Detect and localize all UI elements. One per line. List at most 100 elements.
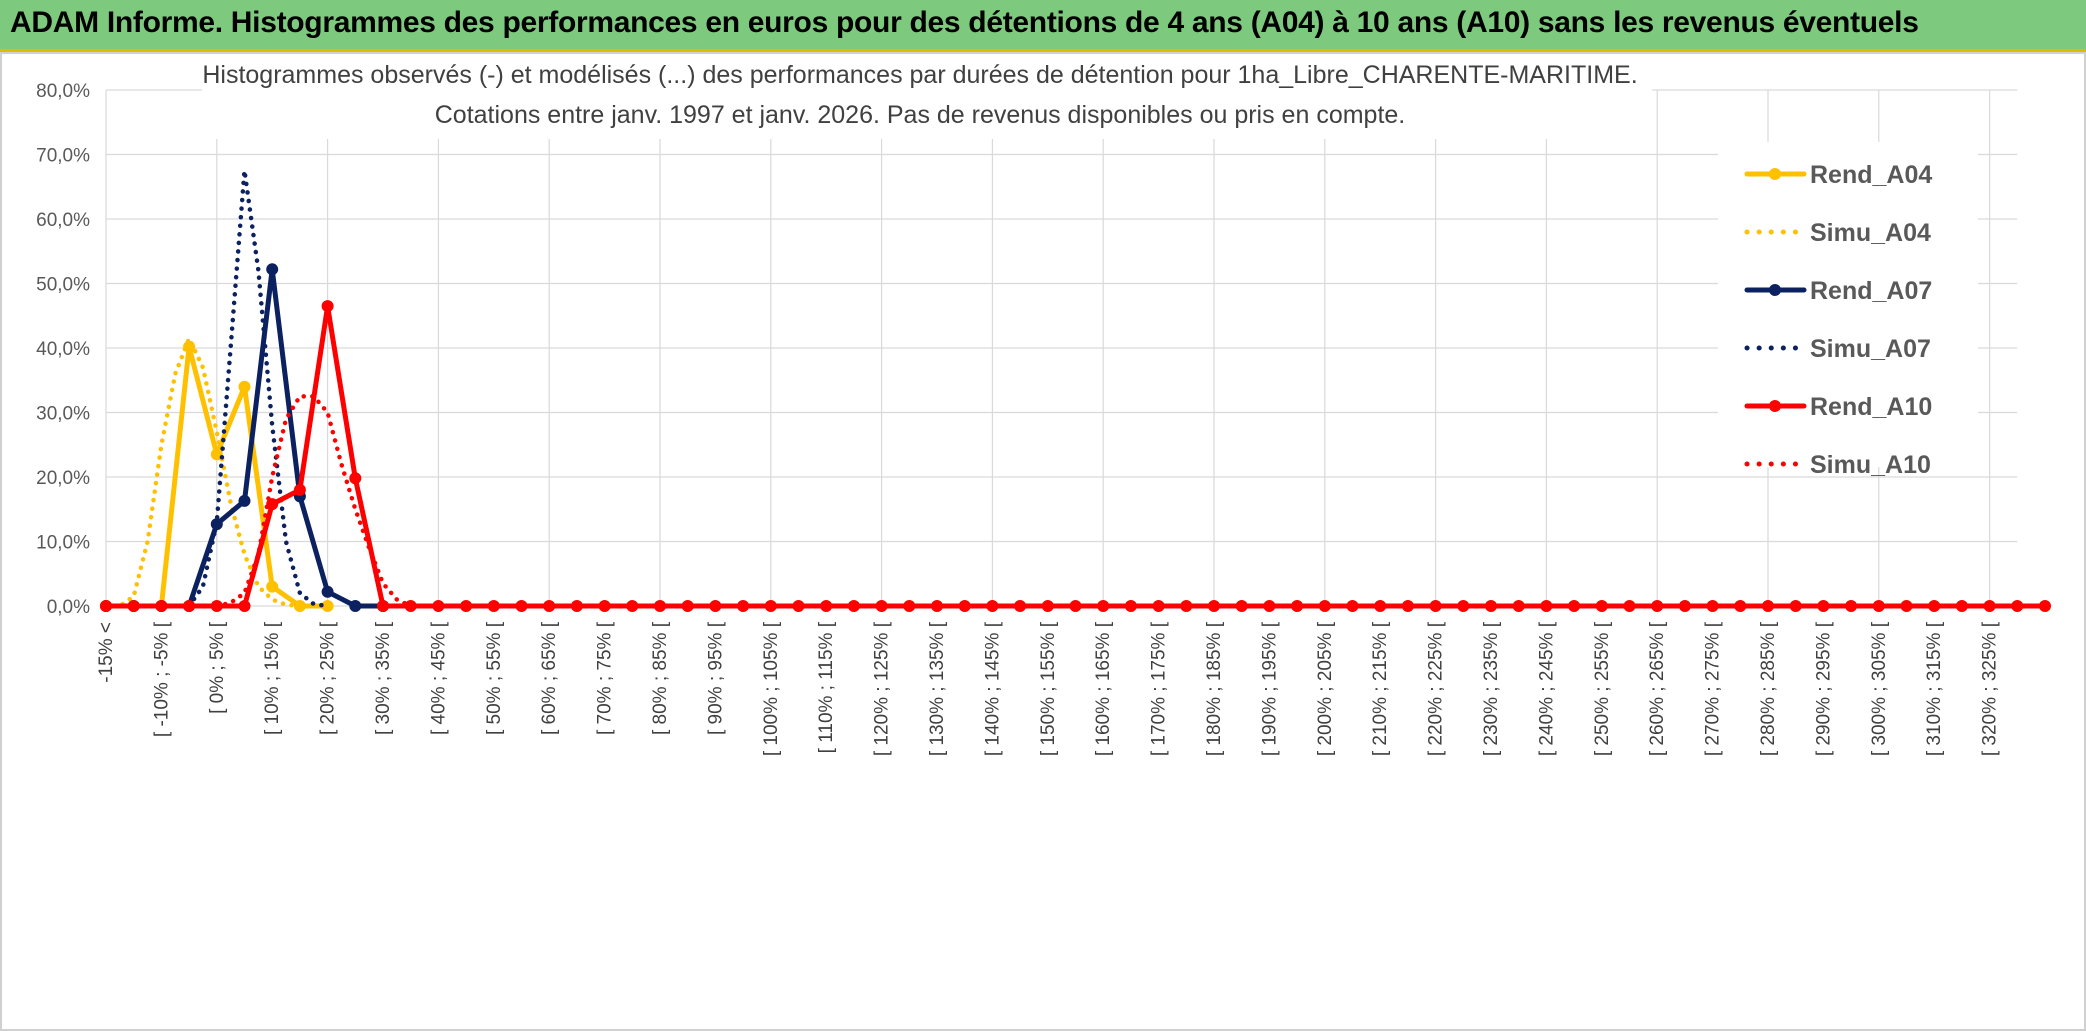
chart-title-background: [202, 54, 1652, 139]
data-point-rend_a10: [1595, 600, 1608, 612]
series-line-simu_a10: [214, 394, 441, 609]
data-point-rend_a10: [515, 600, 528, 612]
x-tick-label: [ 280% ; 285% [: [1758, 621, 1779, 756]
x-tick-label: [ 50% ; 55% [: [484, 621, 505, 735]
data-point-rend_a10: [1817, 600, 1830, 612]
data-point-rend_a10: [1124, 600, 1137, 612]
data-point-rend_a10: [820, 600, 833, 612]
data-point-rend_a10: [875, 600, 888, 612]
x-tick-label: [ 40% ; 45% [: [428, 621, 449, 735]
data-point-rend_a07: [238, 494, 251, 507]
y-tick-label: 40,0%: [36, 339, 90, 360]
data-point-rend_a10: [626, 600, 639, 612]
legend-background: [1718, 142, 1978, 467]
data-point-rend_a07: [349, 600, 362, 612]
data-point-rend_a10: [986, 600, 999, 612]
data-point-rend_a10: [2011, 600, 2024, 612]
data-point-rend_a10: [1845, 600, 1858, 612]
data-point-rend_a10: [1291, 600, 1304, 612]
y-axis-ticks: 0,0% 10,0% 20,0% 30,0% 40,0% 50,0% 60,0% 70,0% 8…: [36, 81, 90, 618]
data-point-rend_a10: [764, 600, 777, 612]
y-tick-label: 10,0%: [36, 533, 90, 554]
x-tick-label: [ 80% ; 85% [: [650, 621, 671, 735]
data-point-rend_a10: [570, 600, 583, 612]
data-point-rend_a10: [1041, 600, 1054, 612]
data-point-rend_a10: [1678, 600, 1691, 612]
chart-title-box: Histogrammes observés (-) et modélisés (…: [202, 54, 1652, 139]
chart-legend: Rend_A04 Simu_A04 Rend_A07 Simu_A07 Rend_A10…: [1718, 142, 1978, 479]
y-tick-label: 20,0%: [36, 468, 90, 489]
data-point-rend_a10: [709, 600, 722, 612]
data-point-rend_a10: [1955, 600, 1968, 612]
x-tick-label: [ -10% ; -5% [: [151, 621, 172, 737]
data-point-rend_a10: [2039, 600, 2051, 612]
data-point-rend_a10: [1734, 600, 1747, 612]
data-point-rend_a10: [1540, 600, 1553, 612]
data-point-rend_a10: [1872, 600, 1885, 612]
data-point-rend_a10: [1651, 600, 1664, 612]
data-point-rend_a04: [266, 580, 279, 593]
chart-series: [100, 168, 2051, 612]
x-tick-label: [ 230% ; 235% [: [1481, 621, 1502, 756]
data-point-rend_a10: [1152, 600, 1165, 612]
x-axis-ticks: -15% < [ -10% ; -5% [[ 0% ; 5% [[ 10% ; 1…: [96, 621, 2001, 756]
data-point-rend_a10: [1401, 600, 1414, 612]
x-tick-label: [ 30% ; 35% [: [373, 621, 394, 735]
chart-title-line-1: Histogrammes observés (-) et modélisés (…: [202, 61, 1637, 89]
x-tick-label: [ 120% ; 125% [: [872, 621, 893, 756]
data-point-rend_a10: [543, 600, 556, 612]
x-tick-label: [ 200% ; 205% [: [1315, 621, 1336, 756]
data-point-rend_a10: [487, 600, 500, 612]
x-tick-label: [ 290% ; 295% [: [1813, 621, 1834, 756]
x-tick-label: [ 150% ; 155% [: [1038, 621, 1059, 756]
data-point-rend_a10: [1318, 600, 1331, 612]
data-point-rend_a10: [1180, 600, 1193, 612]
data-point-rend_a10: [654, 600, 666, 612]
y-tick-label: 50,0%: [36, 275, 90, 296]
data-point-rend_a10: [1512, 600, 1525, 612]
data-point-rend_a10: [598, 600, 611, 612]
data-point-rend_a10: [183, 600, 196, 612]
x-tick-label: [ 160% ; 165% [: [1093, 621, 1114, 756]
data-point-rend_a10: [1457, 600, 1470, 612]
data-point-rend_a10: [1346, 600, 1359, 612]
y-tick-label: 80,0%: [36, 81, 90, 102]
data-point-rend_a10: [737, 600, 750, 612]
data-point-rend_a10: [1069, 600, 1082, 612]
chart-frame: 0,0% 10,0% 20,0% 30,0% 40,0% 50,0% 60,0% 70,0% 8…: [0, 52, 2086, 1031]
chart-title-line-2: Cotations entre janv. 1997 et janv. 2026…: [435, 101, 1406, 129]
data-point-rend_a10: [100, 600, 112, 612]
data-point-rend_a10: [377, 600, 389, 612]
x-tick-label: [ 100% ; 105% [: [761, 621, 782, 756]
data-point-rend_a10: [847, 600, 860, 612]
line-chart: 0,0% 10,0% 20,0% 30,0% 40,0% 50,0% 60,0% 70,0% 8…: [36, 54, 2051, 756]
legend-label: Simu_A10: [1810, 451, 1931, 479]
y-tick-label: 0,0%: [47, 597, 90, 618]
data-point-rend_a10: [1900, 600, 1913, 612]
y-tick-label: 60,0%: [36, 210, 90, 231]
report-banner: ADAM Informe. Histogrammes des performan…: [0, 0, 2086, 52]
data-point-rend_a10: [321, 300, 334, 313]
legend-label: Rend_A04: [1810, 161, 1932, 189]
data-point-rend_a10: [1928, 600, 1941, 612]
x-tick-label: [ 90% ; 95% [: [705, 621, 726, 735]
x-tick-label: [ 260% ; 265% [: [1647, 621, 1668, 756]
report-title: ADAM Informe. Histogrammes des performan…: [10, 6, 1919, 39]
x-tick-label: [ 250% ; 255% [: [1592, 621, 1613, 756]
data-point-rend_a10: [1485, 600, 1497, 612]
x-tick-label: [ 10% ; 15% [: [262, 621, 283, 735]
data-point-rend_a10: [1623, 600, 1636, 612]
data-point-rend_a10: [266, 498, 279, 511]
data-point-rend_a10: [931, 600, 943, 612]
y-tick-label: 70,0%: [36, 146, 90, 167]
data-point-rend_a10: [1789, 600, 1802, 612]
x-tick-label: [ 220% ; 225% [: [1426, 621, 1447, 756]
x-tick-label: [ 170% ; 175% [: [1149, 621, 1170, 756]
x-tick-label: [ 140% ; 145% [: [982, 621, 1003, 756]
data-point-rend_a10: [460, 600, 473, 612]
data-point-rend_a10: [1097, 600, 1110, 612]
data-point-rend_a10: [681, 600, 694, 612]
x-tick-label: [ 60% ; 65% [: [539, 621, 560, 735]
legend-marker: [1769, 400, 1781, 412]
legend-marker: [1769, 284, 1781, 296]
